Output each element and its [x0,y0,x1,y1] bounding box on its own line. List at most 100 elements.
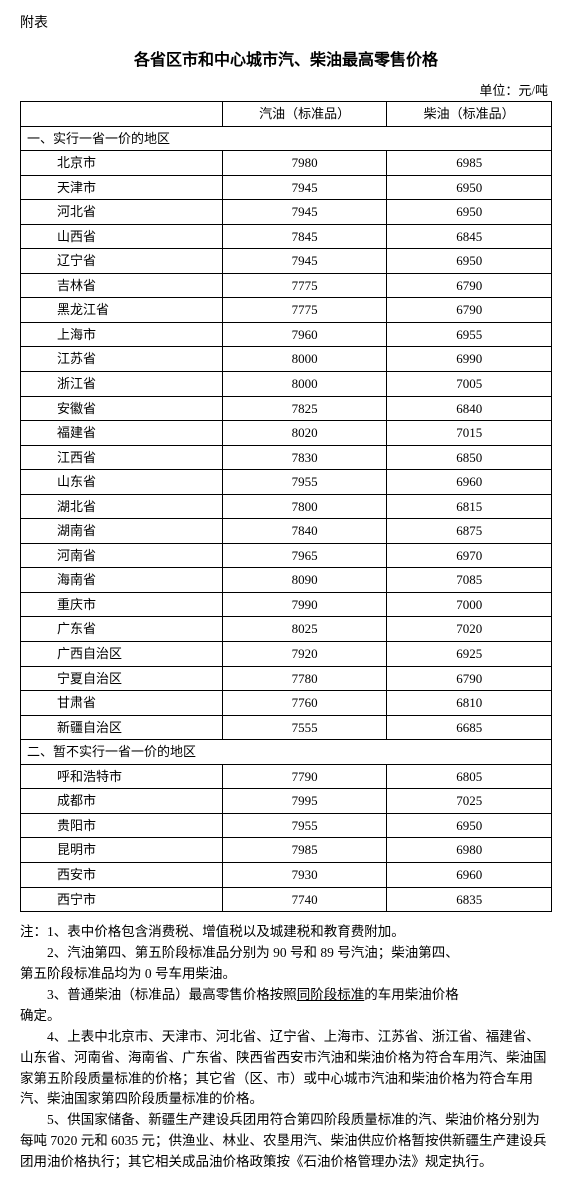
section-header-row: 二、暂不实行一省一价的地区 [21,740,552,765]
gas-cell: 7825 [222,396,387,421]
diesel-cell: 6950 [387,249,552,274]
diesel-cell: 6835 [387,887,552,912]
table-row: 广西自治区79206925 [21,642,552,667]
gas-cell: 7840 [222,519,387,544]
table-row: 河南省79656970 [21,543,552,568]
diesel-cell: 6985 [387,151,552,176]
diesel-cell: 6955 [387,322,552,347]
section-header: 二、暂不实行一省一价的地区 [21,740,552,765]
diesel-cell: 6875 [387,519,552,544]
region-cell: 福建省 [21,421,223,446]
region-cell: 湖南省 [21,519,223,544]
region-cell: 河南省 [21,543,223,568]
diesel-cell: 6950 [387,200,552,225]
table-row: 天津市79456950 [21,175,552,200]
gas-cell: 8020 [222,421,387,446]
region-cell: 宁夏自治区 [21,666,223,691]
table-row: 上海市79606955 [21,322,552,347]
section-header-row: 一、实行一省一价的地区 [21,126,552,151]
note-3: 3、普通柴油（标准品）最高零售价格按照同阶段标准的车用柴油价格 [20,985,552,1006]
diesel-cell: 6950 [387,813,552,838]
diesel-cell: 7025 [387,789,552,814]
gas-cell: 7830 [222,445,387,470]
region-cell: 山西省 [21,224,223,249]
diesel-cell: 6970 [387,543,552,568]
pre-title: 附表 [20,12,552,32]
diesel-cell: 6790 [387,666,552,691]
gas-cell: 7955 [222,470,387,495]
unit-label: 单位：元/吨 [20,80,552,99]
diesel-cell: 7015 [387,421,552,446]
region-cell: 湖北省 [21,494,223,519]
col-diesel: 柴油（标准品） [387,102,552,127]
table-row: 成都市79957025 [21,789,552,814]
table-row: 浙江省80007005 [21,372,552,397]
gas-cell: 7985 [222,838,387,863]
diesel-cell: 7085 [387,568,552,593]
gas-cell: 7845 [222,224,387,249]
region-cell: 呼和浩特市 [21,764,223,789]
gas-cell: 7980 [222,151,387,176]
gas-cell: 7760 [222,691,387,716]
diesel-cell: 6810 [387,691,552,716]
gas-cell: 7780 [222,666,387,691]
col-gas: 汽油（标准品） [222,102,387,127]
note-1: 注：1、表中价格包含消费税、增值税以及城建税和教育费附加。 [20,922,552,943]
region-cell: 西宁市 [21,887,223,912]
diesel-cell: 6815 [387,494,552,519]
diesel-cell: 6960 [387,862,552,887]
diesel-cell: 6850 [387,445,552,470]
notes: 注：1、表中价格包含消费税、增值税以及城建税和教育费附加。 2、汽油第四、第五阶… [20,922,552,1173]
diesel-cell: 6840 [387,396,552,421]
region-cell: 山东省 [21,470,223,495]
diesel-cell: 6980 [387,838,552,863]
gas-cell: 7800 [222,494,387,519]
page-title: 各省区市和中心城市汽、柴油最高零售价格 [20,46,552,70]
section-header: 一、实行一省一价的地区 [21,126,552,151]
gas-cell: 7790 [222,764,387,789]
region-cell: 甘肃省 [21,691,223,716]
region-cell: 河北省 [21,200,223,225]
note-3c: 确定。 [20,1006,552,1027]
table-row: 黑龙江省77756790 [21,298,552,323]
table-row: 江西省78306850 [21,445,552,470]
gas-cell: 7965 [222,543,387,568]
region-cell: 江西省 [21,445,223,470]
diesel-cell: 6925 [387,642,552,667]
region-cell: 广东省 [21,617,223,642]
table-row: 贵阳市79556950 [21,813,552,838]
region-cell: 江苏省 [21,347,223,372]
gas-cell: 7995 [222,789,387,814]
diesel-cell: 6990 [387,347,552,372]
note-2b: 第五阶段标准品均为 0 号车用柴油。 [20,964,552,985]
gas-cell: 7775 [222,298,387,323]
gas-cell: 8000 [222,372,387,397]
note-5: 5、供国家储备、新疆生产建设兵团用符合第四阶段质量标准的汽、柴油价格分别为每吨 … [20,1110,552,1173]
table-row: 昆明市79856980 [21,838,552,863]
table-row: 湖南省78406875 [21,519,552,544]
region-cell: 安徽省 [21,396,223,421]
diesel-cell: 6790 [387,273,552,298]
table-row: 河北省79456950 [21,200,552,225]
region-cell: 浙江省 [21,372,223,397]
gas-cell: 7955 [222,813,387,838]
gas-cell: 7945 [222,249,387,274]
table-row: 山西省78456845 [21,224,552,249]
gas-cell: 7775 [222,273,387,298]
region-cell: 辽宁省 [21,249,223,274]
gas-cell: 7945 [222,175,387,200]
price-table: 汽油（标准品） 柴油（标准品） 一、实行一省一价的地区北京市79806985天津… [20,101,552,912]
table-row: 湖北省78006815 [21,494,552,519]
table-row: 吉林省77756790 [21,273,552,298]
region-cell: 成都市 [21,789,223,814]
region-cell: 重庆市 [21,592,223,617]
region-cell: 海南省 [21,568,223,593]
diesel-cell: 6845 [387,224,552,249]
col-region [21,102,223,127]
table-row: 安徽省78256840 [21,396,552,421]
table-row: 江苏省80006990 [21,347,552,372]
table-row: 海南省80907085 [21,568,552,593]
region-cell: 天津市 [21,175,223,200]
table-row: 甘肃省77606810 [21,691,552,716]
gas-cell: 7920 [222,642,387,667]
